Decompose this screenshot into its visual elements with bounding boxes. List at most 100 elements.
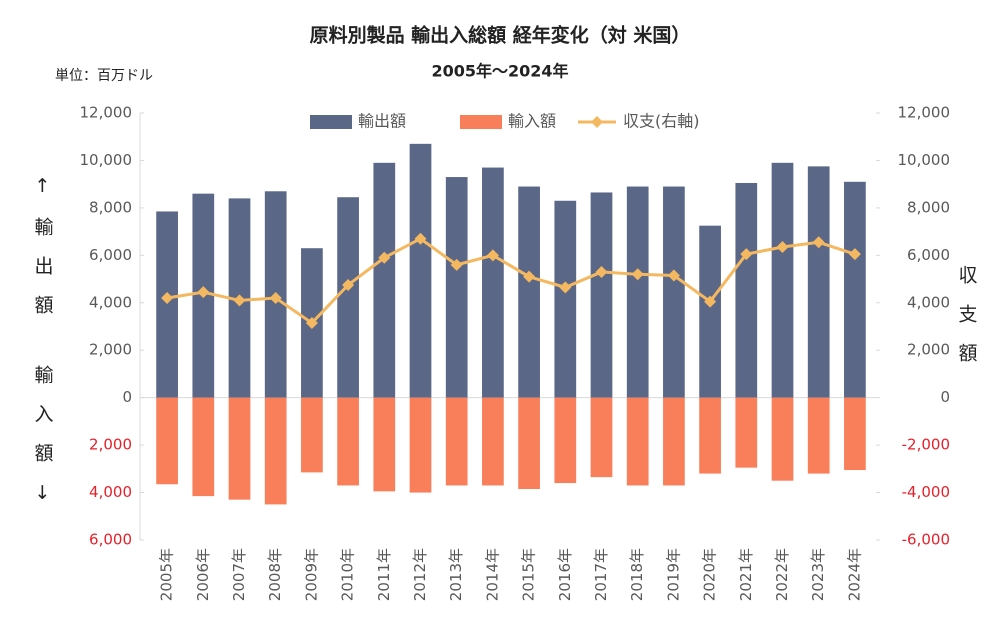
bar bbox=[445, 177, 468, 398]
legend-label: 輸入額 bbox=[508, 112, 556, 131]
y-tick-label: 6,000 bbox=[89, 246, 132, 264]
y-axis-label: 輸入額↓ bbox=[32, 365, 54, 524]
bar bbox=[771, 397, 794, 481]
x-tick-label: 2016年 bbox=[556, 548, 574, 601]
bar bbox=[228, 397, 251, 500]
y2-tick-label: -6,000 bbox=[902, 531, 950, 549]
legend-label: 輸出額 bbox=[358, 112, 406, 131]
bar bbox=[156, 211, 178, 398]
x-tick-label: 2019年 bbox=[664, 548, 682, 601]
balance-marker bbox=[776, 241, 789, 254]
y-tick-label: 4,000 bbox=[89, 483, 132, 501]
balance-marker bbox=[161, 292, 174, 305]
balance-marker bbox=[269, 292, 282, 305]
bar bbox=[590, 397, 613, 478]
bar bbox=[663, 186, 685, 398]
balance-marker bbox=[812, 236, 825, 249]
x-tick-label: 2024年 bbox=[845, 548, 863, 601]
x-tick-label: 2012年 bbox=[411, 548, 429, 601]
bar bbox=[337, 397, 359, 486]
legend-swatch bbox=[310, 115, 352, 129]
y-tick-label: 8,000 bbox=[89, 198, 132, 216]
bar bbox=[156, 397, 178, 485]
bar bbox=[554, 200, 577, 398]
y2-axis-label: 収支額 bbox=[956, 265, 978, 382]
bar bbox=[807, 397, 830, 474]
x-tick-label: 2009年 bbox=[302, 548, 320, 601]
legend-swatch bbox=[460, 115, 502, 129]
balance-marker bbox=[450, 258, 463, 271]
x-tick-label: 2023年 bbox=[809, 548, 827, 601]
bar bbox=[518, 186, 540, 398]
unit-label: 単位：百万ドル bbox=[55, 68, 153, 84]
balance-marker bbox=[414, 232, 427, 245]
x-tick-label: 2007年 bbox=[230, 548, 248, 601]
bar bbox=[771, 162, 794, 398]
y-tick-label: 4,000 bbox=[89, 293, 132, 311]
balance-marker bbox=[486, 249, 499, 262]
y2-tick-label: -2,000 bbox=[902, 436, 950, 454]
bar bbox=[554, 397, 577, 484]
bar bbox=[264, 397, 287, 505]
bar bbox=[735, 397, 758, 468]
x-tick-label: 2021年 bbox=[737, 548, 755, 601]
y2-tick-label: 4,000 bbox=[907, 293, 950, 311]
balance-marker bbox=[667, 269, 680, 282]
balance-marker bbox=[595, 265, 608, 278]
y-tick-label: 12,000 bbox=[80, 104, 133, 122]
bar bbox=[445, 397, 468, 486]
x-tick-label: 2022年 bbox=[773, 548, 791, 601]
bar bbox=[844, 181, 866, 398]
balance-marker bbox=[559, 281, 572, 294]
bar bbox=[663, 397, 685, 486]
bar bbox=[699, 397, 721, 474]
bar bbox=[409, 143, 432, 398]
x-tick-label: 2018年 bbox=[628, 548, 646, 601]
balance-marker bbox=[523, 270, 536, 283]
x-tick-label: 2020年 bbox=[701, 548, 719, 601]
balance-line bbox=[166, 236, 856, 325]
y-tick-label: 2,000 bbox=[89, 436, 132, 454]
y2-tick-label: 8,000 bbox=[907, 198, 950, 216]
y2-tick-label: 2,000 bbox=[907, 341, 950, 359]
y2-tick-label: -4,000 bbox=[902, 483, 950, 501]
balance-marker bbox=[342, 278, 355, 291]
x-tick-label: 2005年 bbox=[158, 548, 176, 601]
x-tick-label: 2006年 bbox=[194, 548, 212, 601]
y-axis-label: ↑輸出額 bbox=[32, 175, 54, 334]
balance-marker bbox=[631, 268, 644, 281]
x-tick-label: 2013年 bbox=[447, 548, 465, 601]
x-tick-label: 2008年 bbox=[266, 548, 284, 601]
y2-tick-label: 12,000 bbox=[898, 104, 951, 122]
bar bbox=[192, 397, 215, 497]
balance-marker bbox=[197, 286, 210, 299]
bar bbox=[590, 192, 613, 398]
y2-tick-label: 6,000 bbox=[907, 246, 950, 264]
bar bbox=[735, 182, 758, 398]
legend-swatch bbox=[591, 116, 603, 128]
x-tick-label: 2015年 bbox=[520, 548, 538, 601]
bar bbox=[373, 397, 396, 492]
balance-marker bbox=[740, 248, 753, 261]
bar bbox=[373, 162, 396, 398]
bar bbox=[699, 225, 721, 398]
y2-tick-label: 10,000 bbox=[898, 151, 951, 169]
y-tick-label: 10,000 bbox=[80, 151, 133, 169]
x-tick-label: 2010年 bbox=[339, 548, 357, 601]
bar bbox=[482, 397, 504, 486]
x-tick-label: 2014年 bbox=[483, 548, 501, 601]
bar bbox=[844, 397, 866, 471]
x-tick-label: 2017年 bbox=[592, 548, 610, 601]
x-tick-label: 2011年 bbox=[375, 548, 393, 601]
bar bbox=[337, 197, 359, 398]
y-tick-label: 0 bbox=[122, 388, 132, 406]
y2-tick-label: 0 bbox=[940, 388, 950, 406]
balance-marker bbox=[305, 316, 318, 329]
chart-subtitle: 2005年～2024年 bbox=[431, 62, 568, 81]
bar bbox=[626, 186, 649, 398]
legend-label: 収支(右軸) bbox=[623, 112, 700, 131]
balance-marker bbox=[233, 294, 246, 307]
balance-marker bbox=[378, 251, 391, 264]
balance-marker bbox=[848, 248, 861, 261]
